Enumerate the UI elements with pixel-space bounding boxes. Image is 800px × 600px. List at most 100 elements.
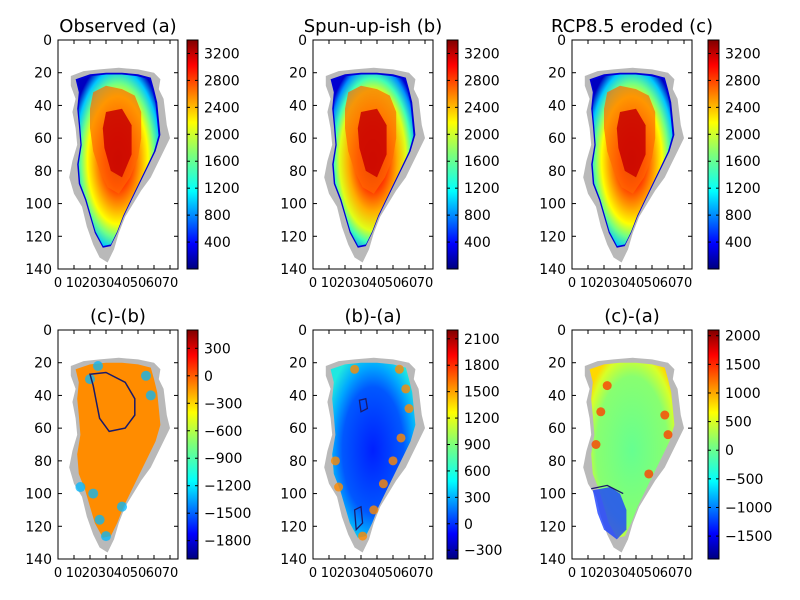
colorbar-tick-label: 2800 [725,73,761,89]
x-tick-label: 0 [568,276,576,291]
colorbar-tick-label: −900 [204,451,242,467]
panel-title: Spun-up-ish (b) [304,16,442,37]
axes-frame [312,39,434,270]
colorbar-tick-label: 0 [204,369,213,385]
y-tick-label: 20 [548,66,566,82]
loss-region [592,487,627,540]
x-tick-label: 20 [337,566,354,581]
panel-title: RCP8.5 eroded (c) [551,16,713,37]
x-tick-label: 30 [98,566,115,581]
colorbar-tick-label: −1800 [204,534,251,550]
y-tick-label: 140 [539,262,566,278]
difference-patch [663,430,673,440]
y-tick-label: 40 [34,98,52,114]
x-tick-label: 0 [568,566,576,581]
colorbar-tick-label: 400 [725,235,752,251]
y-tick-label: 0 [298,33,307,49]
y-tick-label: 140 [25,262,52,278]
difference-patch [591,440,601,449]
y-tick-label: 100 [280,197,307,213]
x-tick-label: 10 [321,566,338,581]
colorbar: 3200 2800 2400 2000 1600 1200 800 400 [707,39,761,270]
y-tick-label: 20 [289,66,307,82]
y-tick-label: 100 [539,197,566,213]
y-tick-label: 80 [548,164,566,180]
difference-patch [334,482,344,492]
x-tick-label: 20 [82,276,99,291]
colorbar: 3200 2800 2400 2000 1600 1200 800 400 [186,39,240,270]
x-tick-label: 50 [385,566,402,581]
y-tick-label: 120 [280,519,307,535]
x-tick-label: 50 [644,566,661,581]
zero-contour [89,371,136,433]
y-tick-label: 20 [548,356,566,372]
ice-max [357,108,387,178]
y-tick-label: 100 [280,487,307,503]
x-tick-label: 40 [369,566,386,581]
difference-patch [330,456,340,466]
y-tick-label: 80 [548,454,566,470]
x-tick-label: 70 [162,276,179,291]
y-tick-label: 60 [548,421,566,437]
x-tick-label: 20 [596,566,613,581]
y-tick-label: 120 [539,229,566,245]
zero-contour [353,505,364,532]
y-tick-label: 20 [289,356,307,372]
colorbar-tick-label: 1200 [464,411,500,427]
colorbar-tick-label: 2400 [464,100,500,116]
difference-patch [394,364,404,374]
difference-patch [602,381,612,391]
colorbar-tick-label: 300 [204,341,231,357]
colorbar-tick-label: 800 [725,208,752,224]
colorbar-gradient [707,329,720,560]
y-tick-label: 20 [34,356,52,372]
x-tick-label: 10 [66,276,83,291]
y-tick-label: 40 [289,388,307,404]
x-tick-label: 70 [417,276,434,291]
x-tick-label: 50 [130,566,147,581]
y-tick-label: 140 [280,552,307,568]
x-tick-label: 60 [660,566,677,581]
colorbar-tick-label: 1600 [204,154,240,170]
difference-patch [145,390,156,401]
colorbar: 3200 2800 2400 2000 1600 1200 800 400 [446,39,500,270]
difference-patch [117,501,127,512]
difference-patch [378,479,388,489]
y-tick-label: 140 [280,262,307,278]
difference-patch [141,370,151,381]
difference-patch [88,488,99,499]
colorbar-tick-label: 400 [464,235,491,251]
y-tick-label: 40 [289,98,307,114]
y-tick-label: 60 [548,131,566,147]
y-tick-label: 60 [289,131,307,147]
y-tick-label: 140 [539,552,566,568]
y-tick-label: 60 [289,421,307,437]
colorbar-tick-label: 2400 [204,100,240,116]
colorbar-tick-label: −300 [204,396,242,412]
colorbar-tick-label: 800 [204,208,231,224]
y-tick-label: 40 [548,98,566,114]
y-tick-label: 40 [34,388,52,404]
colorbar: 2000 1500 1000 500 0 −500 −1000 −1500 [707,329,772,560]
x-tick-label: 30 [353,276,370,291]
y-tick-label: 80 [34,454,52,470]
y-tick-label: 100 [539,487,566,503]
difference-patch [350,364,360,374]
x-tick-label: 10 [66,566,83,581]
x-tick-label: 30 [612,566,629,581]
colorbar-tick-label: 1500 [725,357,761,373]
colorbar-tick-label: 3200 [725,46,761,62]
x-tick-label: 40 [114,276,131,291]
colorbar-tick-label: 3200 [204,46,240,62]
x-tick-label: 0 [309,276,317,291]
y-tick-label: 100 [25,197,52,213]
x-tick-label: 70 [676,276,693,291]
colorbar-gradient [707,39,720,270]
y-tick-label: 0 [298,323,307,339]
difference-patch [596,407,606,417]
colorbar-tick-label: −300 [464,543,502,559]
x-tick-label: 10 [580,566,597,581]
